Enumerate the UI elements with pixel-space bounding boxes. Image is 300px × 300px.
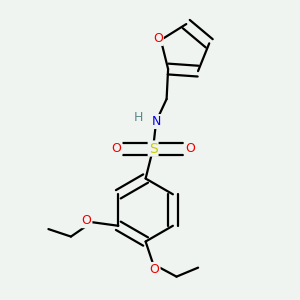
Text: H: H xyxy=(134,111,143,124)
Text: O: O xyxy=(150,263,160,276)
Text: N: N xyxy=(152,115,161,128)
Text: O: O xyxy=(153,32,163,45)
Text: O: O xyxy=(185,142,195,155)
Text: O: O xyxy=(82,214,92,227)
Text: S: S xyxy=(149,142,158,155)
Text: O: O xyxy=(112,142,122,155)
